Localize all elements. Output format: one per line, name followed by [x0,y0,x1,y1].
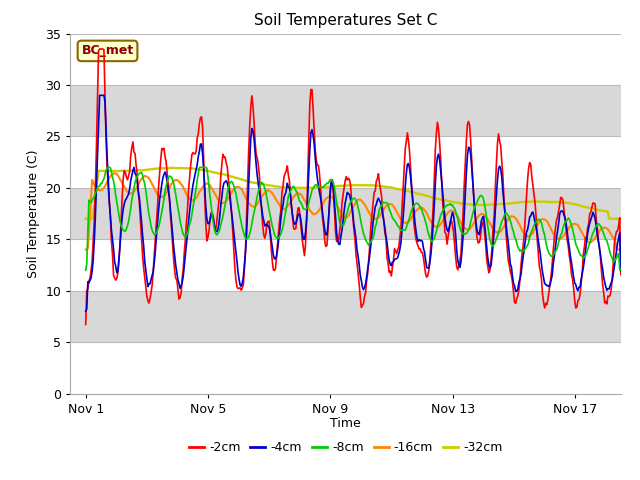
-32cm [372,183,380,189]
-8cm [401,228,409,233]
-2cm [372,178,380,184]
-4cm [617,268,625,274]
-2cm [617,272,625,277]
Bar [70,136,621,188]
-4cm [340,208,348,214]
-8cm [522,246,529,252]
Text: BC_met: BC_met [81,44,134,58]
-32cm [340,182,348,188]
-8cm [340,221,348,227]
-4cm [605,286,613,292]
-4cm [372,202,380,207]
-8cm [82,267,90,273]
Bar [70,85,621,136]
Bar [70,240,621,291]
-2cm [522,212,529,218]
Line: -16cm: -16cm [86,173,621,250]
Bar [70,188,621,240]
-8cm [617,267,625,273]
Bar [70,342,621,394]
-8cm [337,222,345,228]
-2cm [96,46,104,52]
-32cm [401,188,409,193]
Y-axis label: Soil Temperature (C): Soil Temperature (C) [27,149,40,278]
-8cm [372,221,380,227]
-2cm [401,145,409,151]
-32cm [82,216,90,222]
-32cm [337,183,345,189]
-4cm [337,234,345,240]
Bar [70,291,621,342]
-32cm [166,165,174,171]
-4cm [401,184,409,190]
-8cm [605,246,613,252]
-2cm [82,322,90,327]
Title: Soil Temperatures Set C: Soil Temperatures Set C [254,13,437,28]
-32cm [605,216,613,222]
Line: -8cm: -8cm [86,168,621,270]
-32cm [617,216,625,222]
-2cm [605,294,613,300]
Line: -2cm: -2cm [86,49,621,324]
-8cm [104,165,112,170]
-16cm [109,170,117,176]
-16cm [522,232,529,238]
-4cm [96,93,104,98]
Line: -4cm: -4cm [86,96,621,312]
-16cm [617,247,625,252]
-16cm [340,215,348,220]
-16cm [605,228,613,234]
-4cm [82,309,90,314]
-4cm [522,238,529,243]
-16cm [337,210,345,216]
Line: -32cm: -32cm [86,168,621,219]
-2cm [337,217,345,223]
-2cm [340,185,348,191]
Bar [70,34,621,85]
-32cm [522,199,529,205]
-16cm [82,247,90,252]
-16cm [401,220,409,226]
-16cm [372,216,380,221]
Legend: -2cm, -4cm, -8cm, -16cm, -32cm: -2cm, -4cm, -8cm, -16cm, -32cm [184,436,508,459]
X-axis label: Time: Time [330,417,361,430]
